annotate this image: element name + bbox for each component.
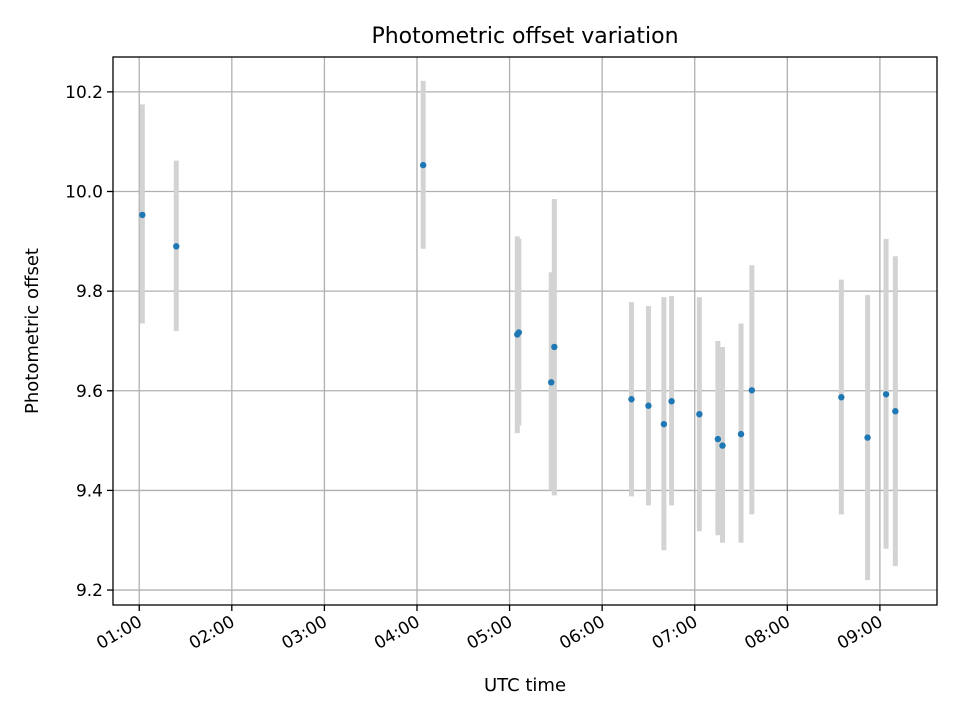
chart-title: Photometric offset variation	[371, 24, 678, 49]
y-tick-label: 10.0	[65, 183, 103, 203]
data-point	[714, 435, 722, 443]
y-axis-label: Photometric offset	[22, 248, 43, 414]
data-point	[737, 430, 745, 438]
y-tick-label: 9.8	[76, 282, 103, 302]
data-point	[645, 402, 652, 409]
y-axis-ticks: 9.2 9.4 9.6 9.8 10.0 10.2	[65, 83, 113, 601]
data-point	[892, 408, 899, 415]
data-point	[660, 420, 668, 428]
data-point	[628, 396, 635, 403]
y-tick-label: 9.4	[76, 481, 103, 501]
data-point	[696, 410, 703, 418]
y-tick-label: 10.2	[65, 83, 103, 103]
data-point	[882, 391, 890, 398]
data-point	[551, 343, 558, 351]
plot-frame	[112, 56, 938, 606]
data-point	[419, 161, 427, 169]
data-point	[139, 211, 146, 219]
y-tick-label: 9.6	[76, 382, 103, 402]
y-tick-label: 9.2	[76, 581, 103, 601]
data-point	[668, 398, 675, 405]
data-point	[838, 394, 845, 401]
data-point	[548, 379, 555, 386]
x-axis-label: UTC time	[484, 675, 566, 696]
data-point	[748, 387, 756, 394]
data-points	[139, 161, 899, 449]
grid-lines	[113, 57, 937, 605]
data-point	[719, 442, 726, 449]
data-point	[173, 243, 180, 250]
data-point	[864, 434, 871, 441]
data-point	[515, 329, 523, 336]
